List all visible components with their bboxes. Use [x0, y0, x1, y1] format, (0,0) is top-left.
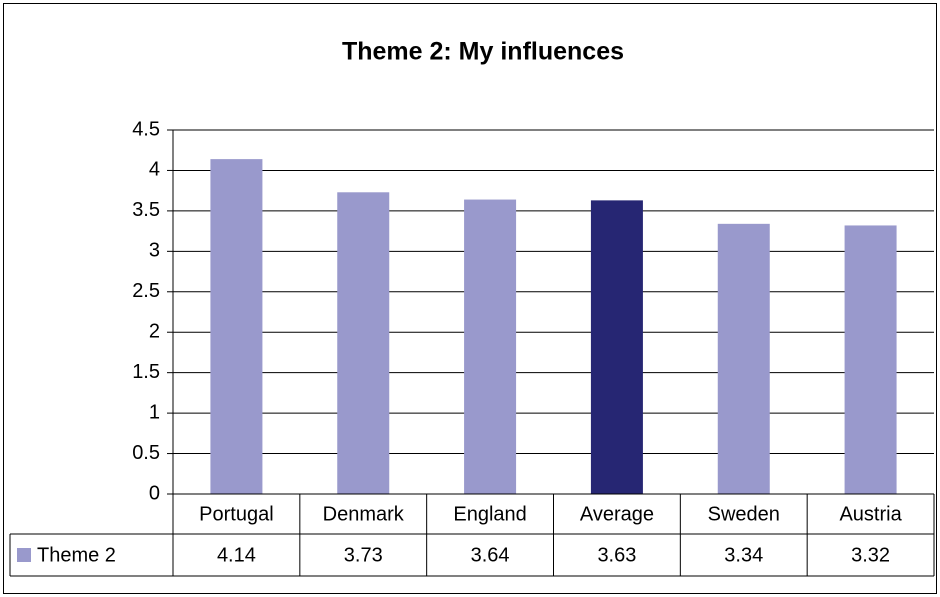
y-tick-label: 4 [149, 159, 160, 181]
y-tick-label: 3 [149, 240, 160, 262]
y-tick-label: 3.5 [132, 199, 160, 221]
table-value: 3.63 [597, 544, 636, 566]
table-value: 3.34 [724, 544, 763, 566]
table-value: 4.14 [217, 544, 256, 566]
bar [337, 192, 390, 495]
x-tick-label: England [453, 503, 526, 525]
y-tick-label: 1 [149, 401, 160, 423]
table-value: 3.64 [471, 544, 510, 566]
bar [210, 159, 263, 494]
x-tick-label: Average [580, 503, 654, 525]
chart-title: Theme 2: My influences [342, 38, 624, 66]
x-tick-label: Austria [839, 503, 902, 525]
x-tick-label: Portugal [199, 503, 274, 525]
x-tick-label: Sweden [708, 503, 780, 525]
x-tick-label: Denmark [323, 503, 405, 525]
bar [717, 223, 770, 494]
table-value: 3.32 [851, 544, 890, 566]
y-tick-label: 4.5 [132, 118, 160, 140]
y-tick-label: 1.5 [132, 361, 160, 383]
legend-swatch [17, 548, 31, 562]
y-tick-label: 2 [149, 321, 160, 343]
bar [464, 199, 517, 494]
bar [844, 225, 897, 494]
legend-label: Theme 2 [37, 544, 116, 566]
table-value: 3.73 [344, 544, 383, 566]
bar [590, 200, 643, 494]
y-tick-label: 0 [149, 482, 160, 504]
y-tick-label: 0.5 [132, 442, 160, 464]
y-tick-label: 2.5 [132, 280, 160, 302]
